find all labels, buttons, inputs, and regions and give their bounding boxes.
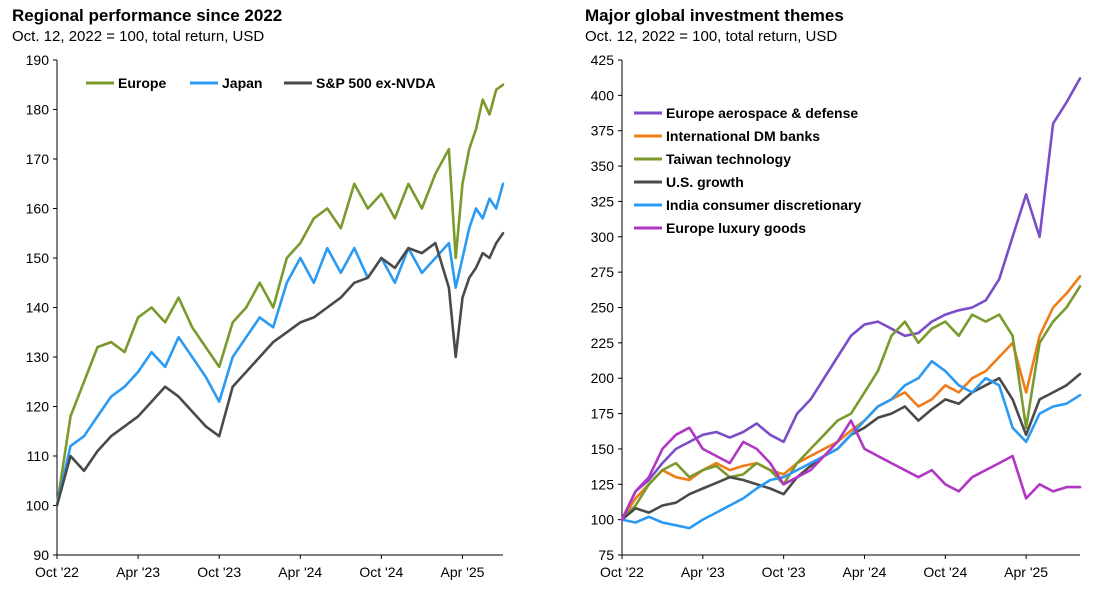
series-line-europe-aerospace-defense: [620, 77, 1082, 521]
regional-performance-chart: 90 100 110 120 130 140 150 160 170 180 190 Oct '22 A…: [26, 52, 505, 580]
y-tick-label: 300: [591, 229, 615, 245]
y-tick-label: 90: [33, 547, 49, 563]
x-tick-label: Oct '23: [762, 564, 806, 580]
y-tick-label: 125: [591, 476, 615, 492]
y-tick-label: 170: [26, 151, 50, 167]
regional-performance-panel: Regional performance since 2022 Oct. 12,…: [12, 6, 505, 580]
x-tick-label: Apr '24: [278, 564, 322, 580]
y-tick-label: 100: [591, 512, 615, 528]
y-tick-label: 140: [26, 300, 50, 316]
y-tick-label: 150: [26, 250, 50, 266]
x-tick-label: Apr '23: [116, 564, 160, 580]
investment-themes-chart: 75 100 125 150 175 200 225 250 275 300 325 350 375 40…: [591, 52, 1082, 580]
x-tick-label: Apr '25: [1004, 564, 1048, 580]
x-tick-label: Oct '23: [197, 564, 241, 580]
legend-label-u-s-growth: U.S. growth: [666, 174, 744, 190]
legend-label-europe-luxury-goods: Europe luxury goods: [666, 220, 806, 236]
series-line-japan: [55, 182, 505, 507]
y-tick-label: 425: [591, 52, 615, 68]
y-tick-label: 275: [591, 264, 615, 280]
investment-themes-panel: Major global investment themes Oct. 12, …: [560, 0, 1119, 590]
y-tick-label: 190: [26, 52, 50, 68]
y-tick-label: 375: [591, 123, 615, 139]
right-chart-title: Major global investment themes: [585, 6, 844, 25]
x-tick-label: Apr '25: [440, 564, 484, 580]
x-tick-label: Oct '22: [35, 564, 79, 580]
series-line-s-p-500-ex-nvda: [55, 232, 505, 507]
x-tick-label: Oct '24: [923, 564, 967, 580]
series-line-taiwan-technology: [620, 284, 1082, 521]
legend-label-taiwan-technology: Taiwan technology: [666, 151, 791, 167]
y-tick-label: 110: [27, 448, 50, 464]
y-tick-label: 250: [591, 300, 615, 316]
legend-label-europe-aerospace-defense: Europe aerospace & defense: [666, 105, 858, 121]
y-tick-label: 120: [26, 399, 50, 415]
y-tick-label: 180: [26, 102, 50, 118]
legend-label-japan: Japan: [222, 75, 262, 91]
y-tick-label: 75: [598, 547, 614, 563]
legend-label-international-dm-banks: International DM banks: [666, 128, 820, 144]
series-line-u-s-growth: [620, 372, 1082, 521]
x-tick-label: Oct '22: [600, 564, 644, 580]
y-tick-label: 200: [591, 370, 615, 386]
y-tick-label: 400: [591, 87, 615, 103]
left-chart-subtitle: Oct. 12, 2022 = 100, total return, USD: [12, 28, 265, 45]
legend-label-s-p-500-ex-nvda: S&P 500 ex-NVDA: [316, 75, 436, 91]
right-chart-subtitle: Oct. 12, 2022 = 100, total return, USD: [585, 28, 838, 45]
x-tick-label: Apr '24: [843, 564, 887, 580]
y-tick-label: 100: [26, 498, 50, 514]
left-chart-title: Regional performance since 2022: [12, 6, 283, 25]
y-tick-label: 350: [591, 158, 615, 174]
legend-label-europe: Europe: [118, 75, 166, 91]
y-tick-label: 175: [591, 406, 615, 422]
series-line-europe: [55, 83, 505, 507]
x-tick-label: Oct '24: [359, 564, 403, 580]
y-tick-label: 325: [591, 193, 615, 209]
y-tick-label: 130: [26, 349, 50, 365]
series-line-europe-luxury-goods: [620, 419, 1082, 521]
series-line-india-consumer-discretionary: [620, 359, 1082, 530]
y-tick-label: 160: [26, 201, 50, 217]
legend-label-india-consumer-discretionary: India consumer discretionary: [666, 197, 861, 213]
y-tick-label: 150: [591, 441, 615, 457]
y-tick-label: 225: [591, 335, 615, 351]
x-tick-label: Apr '23: [681, 564, 725, 580]
